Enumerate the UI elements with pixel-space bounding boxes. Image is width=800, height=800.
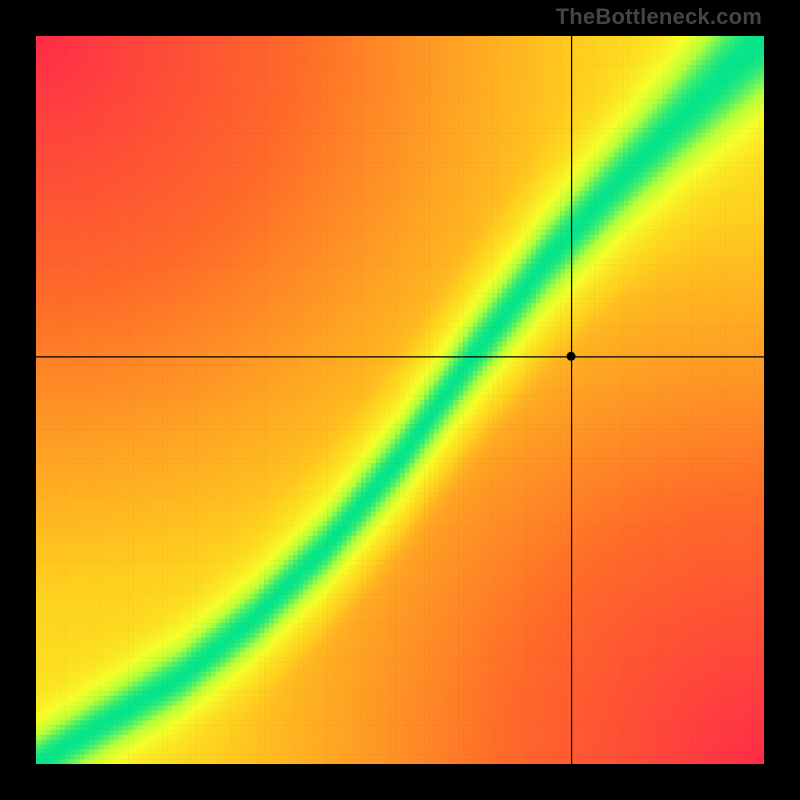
chart-stage: { "meta": { "watermark_text": "TheBottle…: [0, 0, 800, 800]
bottleneck-heatmap: [36, 36, 764, 764]
watermark-text: TheBottleneck.com: [556, 4, 762, 30]
